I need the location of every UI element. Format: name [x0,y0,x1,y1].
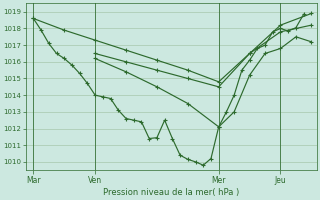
X-axis label: Pression niveau de la mer( hPa ): Pression niveau de la mer( hPa ) [103,188,239,197]
